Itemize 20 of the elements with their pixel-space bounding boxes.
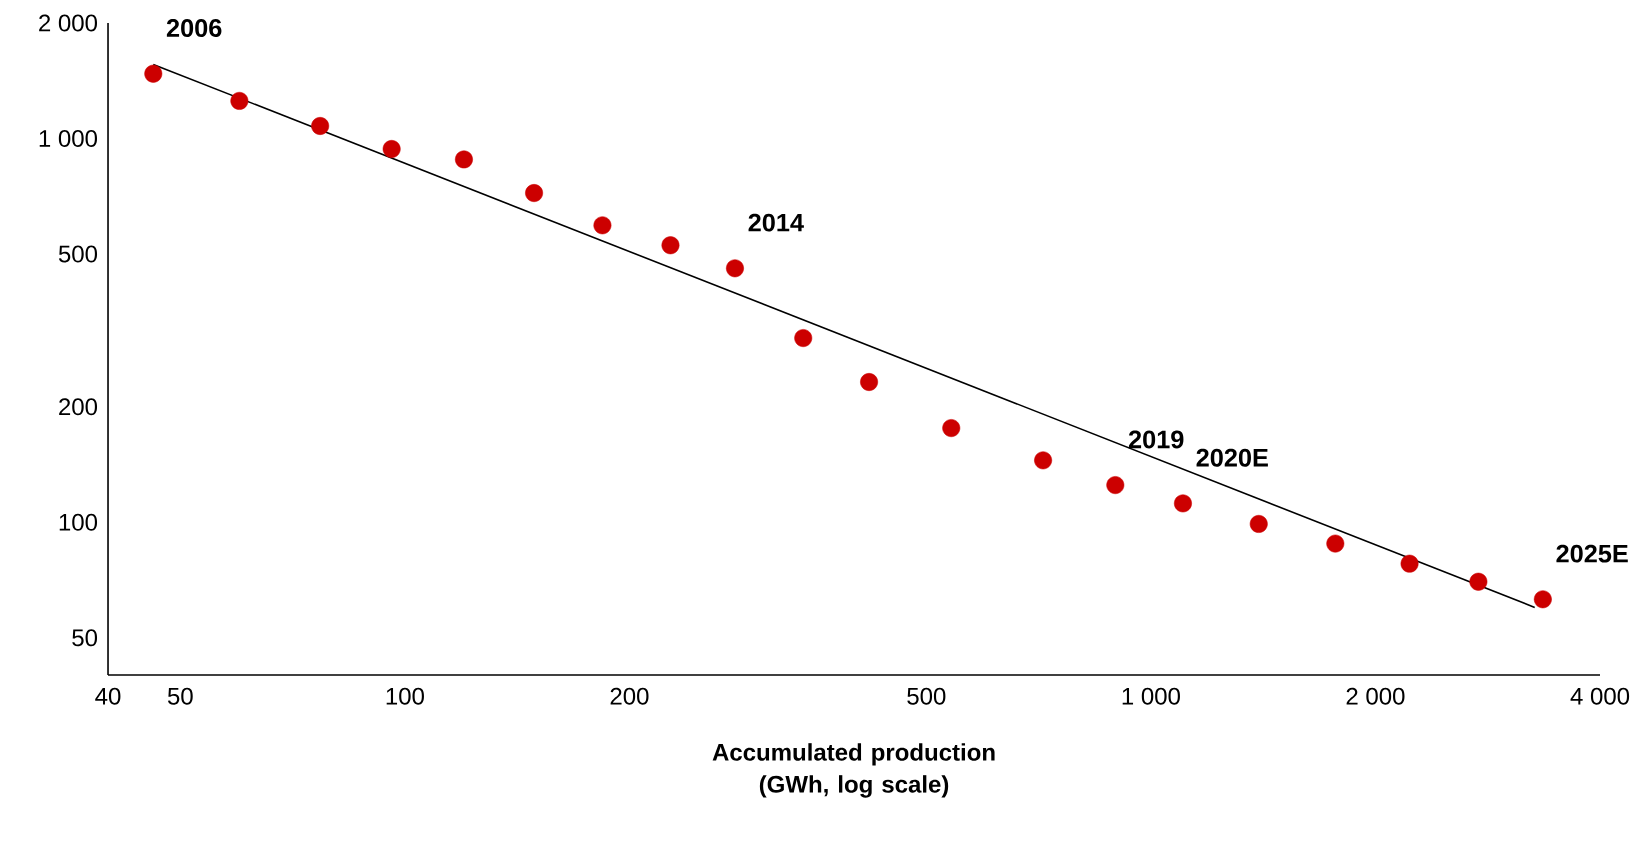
annotation: 2006 bbox=[166, 19, 222, 38]
x-tick-label: 2 000 bbox=[1346, 687, 1405, 705]
y-tick-label: 500 bbox=[58, 245, 98, 263]
annotation: 2019 bbox=[1128, 430, 1184, 449]
y-tick-label: 200 bbox=[59, 398, 98, 416]
x-tick-label: 1 000 bbox=[1122, 687, 1180, 705]
x-tick-label: 200 bbox=[610, 687, 649, 705]
x-axis-title: Accumulated production (GWh, log scale) bbox=[712, 743, 995, 798]
x-tick-label: 100 bbox=[386, 687, 424, 705]
annotation: 2014 bbox=[748, 213, 804, 232]
x-tick-label: 500 bbox=[907, 687, 946, 705]
y-tick-label: 100 bbox=[59, 513, 98, 531]
y-tick-label: 50 bbox=[72, 629, 98, 647]
y-tick-label: 2 000 bbox=[39, 14, 98, 32]
annotation: 2025E bbox=[1556, 544, 1628, 563]
y-tick-label: 1 000 bbox=[39, 129, 98, 147]
x-tick-label: 40 bbox=[95, 687, 121, 705]
x-tick-label: 50 bbox=[167, 687, 193, 705]
x-tick-label: 4 000 bbox=[1570, 687, 1630, 705]
annotation: 2020E bbox=[1196, 448, 1268, 467]
